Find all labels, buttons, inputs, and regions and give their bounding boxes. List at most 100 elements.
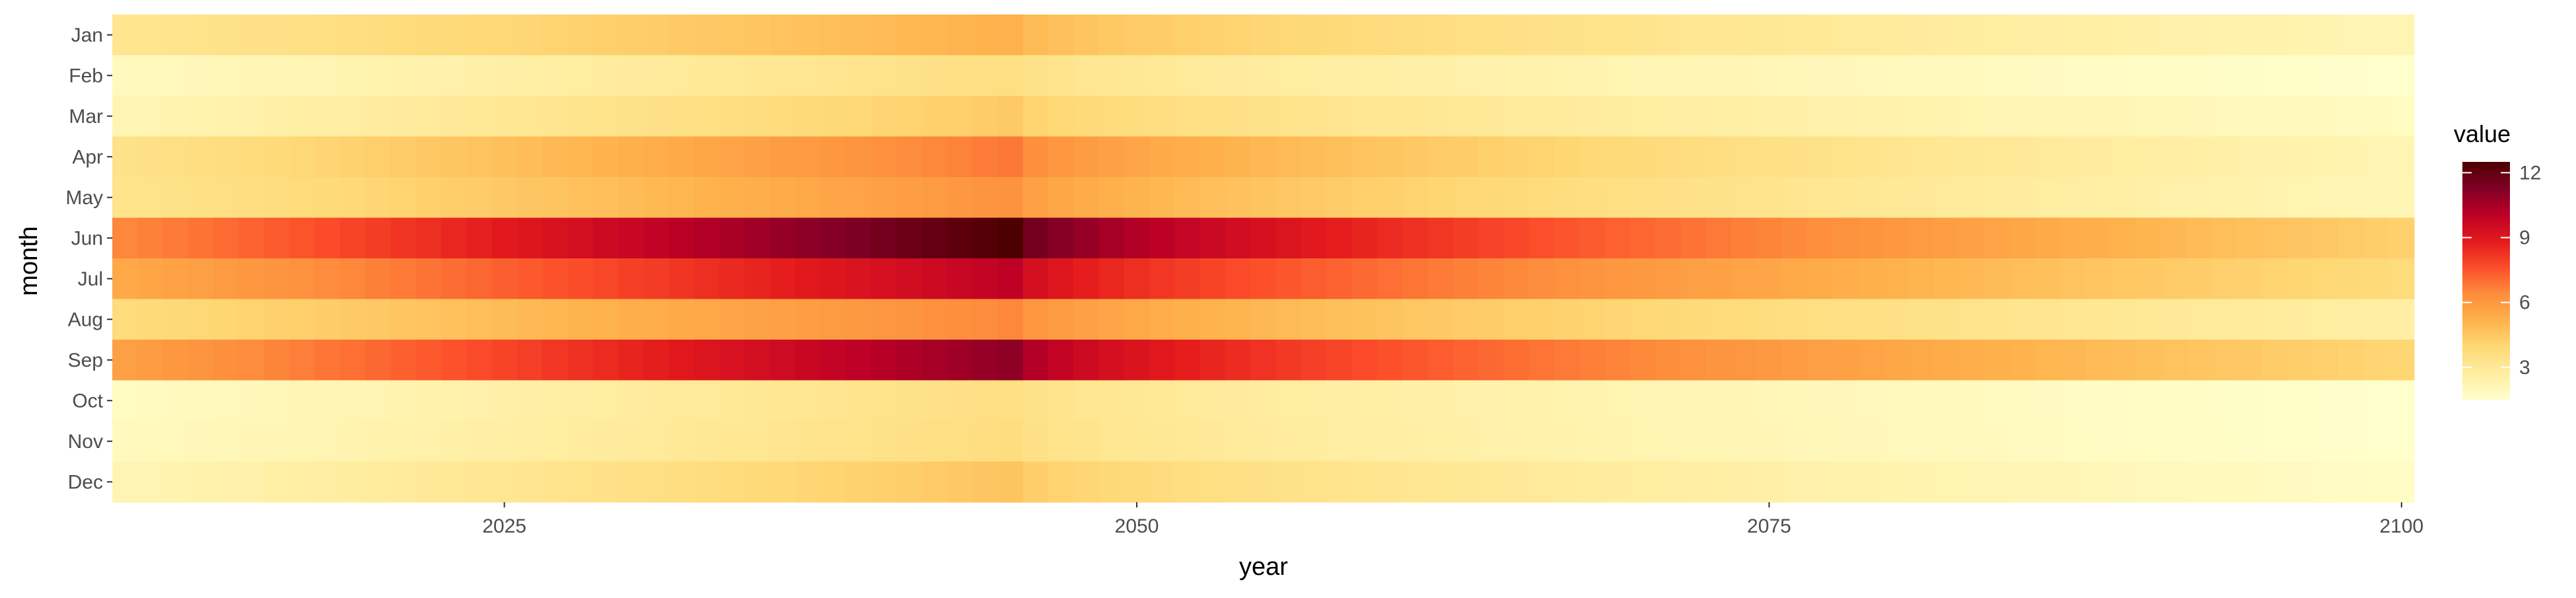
heatmap-cell — [365, 136, 391, 178]
heatmap-cell — [1098, 258, 1125, 300]
heatmap-cell — [2236, 299, 2263, 340]
heatmap-cell — [719, 177, 746, 219]
heatmap-cell — [1781, 421, 1808, 463]
heatmap-cell — [188, 340, 214, 381]
heatmap-cell — [314, 15, 341, 56]
heatmap-cell — [845, 421, 872, 463]
heatmap-cell — [390, 55, 417, 96]
heatmap-cell — [1857, 421, 1884, 463]
heatmap-cell — [2388, 55, 2415, 96]
heatmap-cell — [921, 177, 948, 219]
heatmap-cell — [112, 177, 138, 219]
heatmap-cell — [1832, 55, 1859, 96]
heatmap-cell — [1022, 258, 1049, 300]
heatmap-cell — [694, 136, 720, 178]
heatmap-cell — [1149, 217, 1176, 259]
heatmap-cell — [466, 258, 493, 300]
heatmap-cell — [517, 340, 543, 381]
heatmap-cell — [1073, 421, 1100, 463]
heatmap-cell — [719, 15, 746, 56]
heatmap-cell — [2363, 340, 2390, 381]
heatmap-cell — [2009, 380, 2036, 422]
heatmap-cell — [112, 380, 138, 422]
heatmap-cell — [2388, 96, 2415, 137]
heatmap-cell — [1301, 136, 1327, 178]
heatmap-cell — [1781, 380, 1808, 422]
heatmap-cell — [2236, 136, 2263, 178]
heatmap-cell — [1250, 421, 1277, 463]
heatmap-cell — [1225, 340, 1251, 381]
heatmap-cell — [1503, 258, 1530, 300]
heatmap-cell — [2388, 177, 2415, 219]
heatmap-cell — [2161, 299, 2187, 340]
heatmap-cell — [314, 96, 341, 137]
heatmap-cell — [2287, 461, 2314, 503]
legend-tick-label: 12 — [2519, 162, 2541, 184]
heatmap-cell — [2059, 421, 2086, 463]
heatmap-cell — [390, 421, 417, 463]
heatmap-cell — [795, 421, 821, 463]
heatmap-cell — [1478, 55, 1504, 96]
heatmap-cell — [2110, 421, 2137, 463]
heatmap-cell — [1807, 96, 1833, 137]
heatmap-cell — [694, 380, 720, 422]
heatmap-cell — [2211, 380, 2238, 422]
heatmap-cell — [618, 299, 644, 340]
heatmap-cell — [820, 258, 847, 300]
heatmap-cell — [2236, 258, 2263, 300]
heatmap-cell — [542, 340, 568, 381]
heatmap-cell — [340, 217, 366, 259]
heatmap-cell — [1377, 136, 1403, 178]
heatmap-cell — [1351, 177, 1378, 219]
heatmap-cell — [1351, 15, 1378, 56]
heatmap-cell — [2110, 177, 2137, 219]
heatmap-cell — [2338, 55, 2365, 96]
heatmap-cell — [845, 340, 872, 381]
heatmap-cell — [2287, 177, 2314, 219]
heatmap-cell — [719, 55, 746, 96]
heatmap-cell — [2034, 380, 2061, 422]
heatmap-cell — [719, 217, 746, 259]
heatmap-cell — [2034, 258, 2061, 300]
heatmap-cell — [137, 461, 164, 503]
heatmap-cell — [213, 15, 240, 56]
heatmap-cell — [1073, 258, 1100, 300]
y-tick-label: May — [65, 187, 103, 209]
heatmap-cell — [795, 461, 821, 503]
heatmap-cell — [567, 217, 594, 259]
heatmap-cell — [1098, 299, 1125, 340]
heatmap-cell — [1225, 380, 1251, 422]
heatmap-cell — [2211, 299, 2238, 340]
heatmap-cell — [491, 15, 518, 56]
heatmap-cell — [1528, 258, 1555, 300]
heatmap-cell — [1149, 177, 1176, 219]
heatmap-cell — [1604, 299, 1631, 340]
heatmap-cell — [314, 461, 341, 503]
heatmap-cell — [314, 177, 341, 219]
heatmap-cell — [1629, 258, 1656, 300]
heatmap-cell — [517, 15, 543, 56]
heatmap-cell — [491, 299, 518, 340]
heatmap-cell — [871, 258, 897, 300]
heatmap-cell — [567, 299, 594, 340]
heatmap-cell — [517, 421, 543, 463]
heatmap-cell — [2262, 258, 2289, 300]
heatmap-cell — [1275, 96, 1302, 137]
heatmap-cell — [491, 136, 518, 178]
color-legend: value 3 6 9 12 — [2454, 120, 2541, 400]
heatmap-cell — [390, 380, 417, 422]
heatmap-cell — [972, 217, 998, 259]
heatmap-cell — [2236, 340, 2263, 381]
heatmap-cell — [1958, 461, 1985, 503]
legend-tick-label: 6 — [2519, 292, 2530, 314]
heatmap-cell — [314, 340, 341, 381]
heatmap-cell — [1478, 461, 1504, 503]
heatmap-cell — [1554, 136, 1580, 178]
heatmap-cell — [1832, 380, 1859, 422]
heatmap-cell — [1629, 217, 1656, 259]
heatmap-cell — [1832, 15, 1859, 56]
heatmap-cell — [2059, 461, 2086, 503]
heatmap-cell — [2338, 461, 2365, 503]
heatmap-cell — [1174, 258, 1201, 300]
heatmap-cell — [1984, 136, 2010, 178]
